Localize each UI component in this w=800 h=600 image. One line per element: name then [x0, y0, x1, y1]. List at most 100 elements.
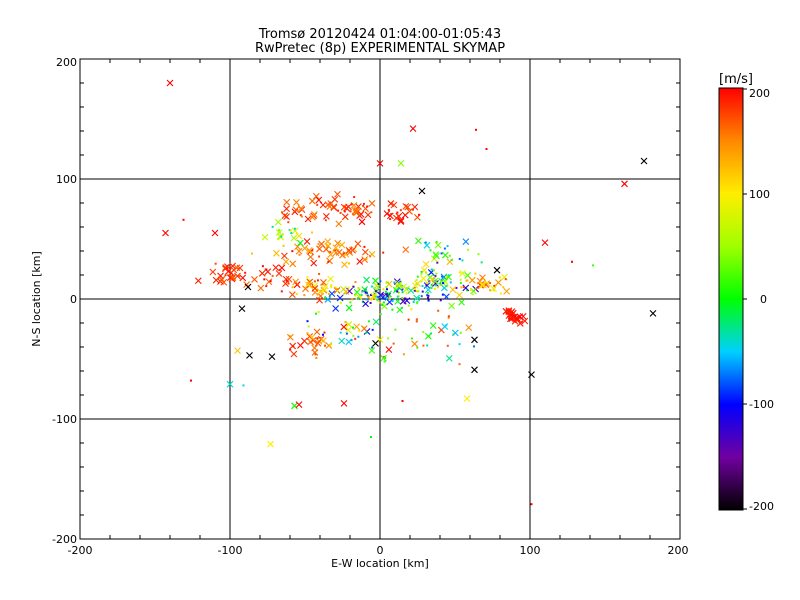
data-point-dot: [475, 128, 477, 131]
data-point-dot: [392, 342, 395, 345]
data-point-dot: [226, 266, 229, 269]
data-point-cross: [411, 340, 419, 348]
data-point-cross: [291, 227, 299, 235]
data-point-cross: [332, 249, 340, 257]
data-point-dot: [367, 320, 370, 323]
data-point-dot: [466, 289, 469, 292]
data-point-dot: [339, 211, 342, 214]
data-point-cross: [368, 347, 376, 354]
chart-title: Tromsø 20120424 01:04:00-01:05:43: [258, 27, 501, 42]
data-point-cross: [320, 278, 327, 286]
data-point-dot: [410, 308, 413, 311]
data-point-cross: [236, 264, 244, 272]
data-point-dot: [393, 281, 396, 284]
data-point-dot: [324, 219, 327, 222]
data-point-dot: [459, 281, 462, 284]
data-point-dot: [427, 296, 430, 299]
data-point-dot: [430, 268, 433, 271]
data-point-dot: [430, 283, 433, 286]
data-point-cross: [370, 292, 377, 300]
data-point-cross: [331, 196, 339, 203]
data-point-cross: [345, 321, 353, 328]
data-point-dot: [329, 344, 332, 347]
data-point-dot: [462, 285, 465, 288]
x-tick-label: 200: [668, 544, 689, 557]
data-point-dot: [242, 384, 245, 387]
data-point-dot: [420, 295, 423, 298]
data-point-dot: [370, 211, 373, 214]
data-point-dot: [433, 287, 436, 290]
data-point-cross: [322, 245, 330, 253]
data-point-cross: [434, 241, 442, 249]
data-point-cross: [332, 305, 340, 312]
data-point-dot: [289, 348, 292, 351]
data-point-cross: [385, 346, 393, 354]
data-point-cross: [448, 302, 456, 310]
data-point-dot: [417, 296, 420, 299]
data-point-cross: [471, 366, 478, 374]
data-point-dot: [435, 280, 438, 283]
x-tick-labels: -200 -100 0 100 200: [68, 544, 689, 557]
data-point-dot: [330, 342, 333, 345]
data-point-dot: [349, 301, 352, 304]
data-point-cross: [344, 326, 352, 334]
data-point-cross: [479, 274, 486, 282]
data-point-cross: [376, 336, 384, 344]
data-point-cross: [289, 291, 296, 299]
data-point-dot: [417, 213, 420, 216]
data-point-cross: [411, 282, 419, 289]
data-point-dot: [396, 290, 399, 293]
data-point-dot: [455, 286, 458, 289]
data-point-dot: [417, 290, 420, 293]
data-point-cross: [316, 296, 323, 304]
data-point-dot: [293, 227, 296, 230]
chart-subtitle: RwPretec (8p) EXPERIMENTAL SKYMAP: [255, 41, 505, 56]
data-point-cross: [304, 215, 312, 223]
data-point-dot: [410, 337, 413, 340]
data-point-cross: [422, 260, 430, 268]
data-point-dot: [433, 276, 436, 279]
data-point-dot: [421, 290, 424, 293]
data-point-cross: [296, 239, 304, 247]
data-point-dot: [437, 309, 440, 312]
data-point-cross: [308, 333, 316, 341]
data-point-cross: [209, 268, 217, 276]
data-point-cross: [327, 275, 335, 283]
data-point-dot: [349, 210, 352, 213]
data-point-dot: [447, 315, 450, 318]
data-point-cross: [305, 247, 313, 254]
data-point-cross: [441, 323, 449, 330]
data-point-dot: [571, 260, 573, 263]
data-point-cross: [301, 244, 309, 252]
data-point-cross: [251, 276, 258, 283]
data-points: [162, 79, 657, 506]
data-point-cross: [541, 239, 549, 246]
data-point-dot: [321, 283, 324, 286]
data-point-cross: [495, 279, 502, 286]
data-point-dot: [350, 339, 353, 342]
data-point-cross: [293, 198, 300, 206]
data-point-cross: [166, 79, 174, 87]
data-point-dot: [370, 436, 372, 438]
data-point-cross: [395, 282, 402, 289]
data-point-cross: [621, 180, 628, 188]
y-tick-labels: -200 -100 0 100 200: [52, 56, 77, 546]
data-point-dot: [394, 289, 397, 292]
data-point-dot: [354, 294, 357, 297]
data-point-dot: [382, 288, 385, 291]
data-point-dot: [420, 280, 423, 283]
data-point-dot: [470, 288, 473, 291]
data-point-dot: [401, 288, 404, 291]
data-point-cross: [462, 284, 470, 292]
data-point-cross: [390, 201, 398, 209]
data-point-cross: [360, 325, 368, 332]
data-point-dot: [436, 261, 439, 264]
data-point-cross: [289, 260, 297, 268]
data-point-dot: [460, 286, 463, 289]
data-point-cross: [404, 203, 412, 211]
data-point-dot: [447, 274, 450, 277]
data-point-dot: [291, 286, 294, 289]
data-point-dot: [401, 296, 404, 299]
data-point-cross: [326, 257, 333, 265]
data-point-cross: [376, 160, 384, 167]
